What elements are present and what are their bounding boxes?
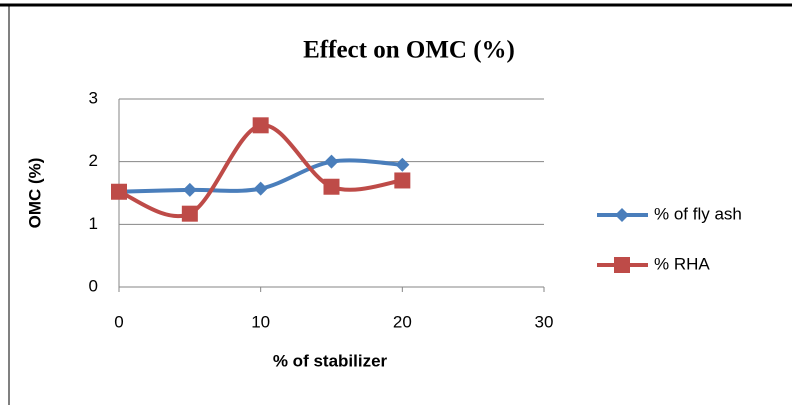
marker <box>614 257 630 273</box>
series-line <box>118 123 403 219</box>
x-tick-label: 10 <box>251 312 270 331</box>
marker <box>182 182 197 197</box>
marker <box>181 205 198 222</box>
marker <box>395 157 410 172</box>
marker <box>253 181 268 196</box>
legend-label: % RHA <box>654 254 710 273</box>
marker <box>323 178 340 195</box>
y-tick-label: 0 <box>89 276 98 295</box>
marker <box>252 117 269 134</box>
y-tick-label: 2 <box>89 151 98 170</box>
marker <box>324 154 339 169</box>
x-axis-title: % of stabilizer <box>273 351 388 370</box>
y-axis-title: OMC (%) <box>25 158 44 229</box>
x-tick-label: 0 <box>114 312 123 331</box>
marker <box>111 183 127 200</box>
chart-title: Effect on OMC (%) <box>303 37 515 64</box>
y-tick-label: 1 <box>89 214 98 233</box>
marker <box>615 208 629 222</box>
y-tick-label: 3 <box>89 88 98 107</box>
marker <box>394 172 411 189</box>
x-tick-label: 30 <box>535 312 554 331</box>
legend-label: % of fly ash <box>654 204 742 223</box>
x-tick-label: 20 <box>393 312 412 331</box>
